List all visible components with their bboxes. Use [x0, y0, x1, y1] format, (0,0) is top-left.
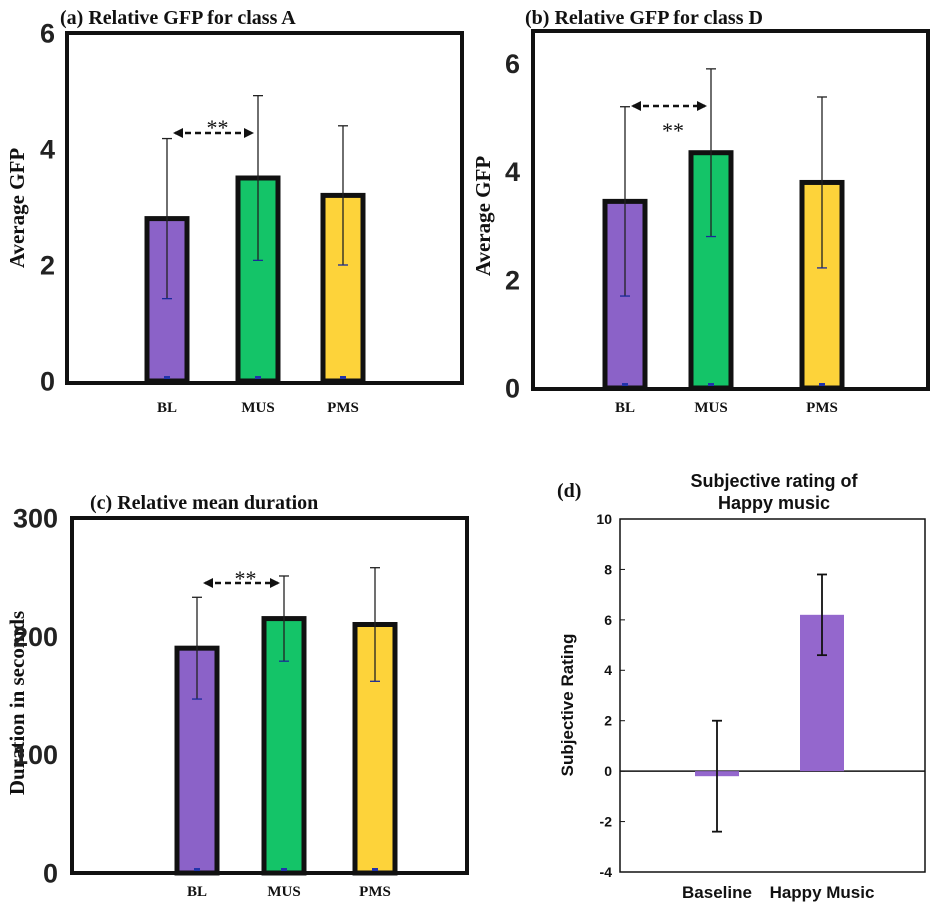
panel-c-title: (c) Relative mean duration — [90, 492, 318, 514]
panel-c-plot: 0 100 200 300 BL MUS PMS ** — [13, 503, 398, 900]
panel-b-ytick-label: 0 — [505, 373, 520, 403]
panel-a-ytick-label: 4 — [40, 134, 55, 164]
panel-a-significance-label: ** — [207, 115, 229, 140]
panel-a-bar-base-mark — [340, 376, 346, 379]
panel-a-plot: 0 2 4 6 BL MUS PMS ** — [40, 18, 366, 416]
panel-b-ylabel: Average GFP — [471, 156, 495, 276]
panel-b-ytick-label: 2 — [505, 265, 520, 295]
panel-d-ylabel: Subjective Rating — [558, 634, 577, 777]
panel-a-xtick-label: MUS — [241, 400, 274, 416]
panel-c-ytick-label: 200 — [13, 622, 58, 652]
panel-a-xtick-label: PMS — [327, 400, 359, 416]
panel-a-xtick-label: BL — [157, 400, 177, 416]
panel-d-ytick-label: 8 — [604, 561, 612, 577]
panel-a-ytick-label: 0 — [40, 366, 55, 396]
panel-d-plot: -4 -2 0 2 4 6 8 10 Baseline Happy Music — [596, 511, 925, 902]
panel-d-axes-frame — [619, 518, 926, 873]
panel-a-ylabel: Average GFP — [5, 148, 29, 268]
panel-c-bar-base-mark — [372, 868, 378, 871]
panel-a-ytick-label: 2 — [40, 250, 55, 280]
panel-c-significance-label: ** — [235, 566, 257, 591]
panel-c-xtick-label: BL — [187, 884, 207, 900]
panel-b: (b) Relative GFP for class D Average GFP… — [471, 7, 930, 416]
panel-c-ytick-label: 100 — [13, 740, 58, 770]
panel-d-xtick-label: Baseline — [682, 883, 752, 902]
panel-d-ytick-label: 10 — [596, 511, 612, 527]
panel-d-ytick-label: 2 — [604, 713, 612, 729]
panel-c-bar-base-mark — [194, 868, 200, 871]
panel-b-significance-label: ** — [662, 118, 684, 143]
panel-c-xtick-label: MUS — [267, 884, 300, 900]
panel-b-plot: 0 2 4 6 BL MUS PMS ** — [505, 49, 845, 416]
panel-d-ytick-label: -2 — [600, 813, 613, 829]
panel-d: (d) Subjective rating of Happy music Sub… — [557, 471, 926, 902]
panel-c-ylabel: Duration in secomds — [5, 611, 29, 795]
panel-b-ytick-label: 6 — [505, 49, 520, 79]
panel-d-title-line-2: Happy music — [718, 493, 830, 513]
panel-b-xtick-label: BL — [615, 400, 635, 416]
panel-d-ytick-label: 4 — [604, 662, 612, 678]
panel-b-xtick-label: PMS — [806, 400, 838, 416]
panel-a-ytick-label: 6 — [40, 18, 55, 48]
panel-b-bar-base-mark — [819, 383, 825, 386]
panel-b-xtick-label: MUS — [694, 400, 727, 416]
panel-a-title: (a) Relative GFP for class A — [60, 7, 296, 29]
panel-b-bar-base-mark — [622, 383, 628, 386]
panel-d-ytick-label: -4 — [600, 864, 613, 880]
panel-d-panel-label: (d) — [557, 480, 581, 502]
panel-c-xtick-label: PMS — [359, 884, 391, 900]
panel-a-bar-base-mark — [164, 376, 170, 379]
panel-d-title-line-1: Subjective rating of — [690, 471, 858, 491]
panel-d-xtick-label: Happy Music — [770, 883, 875, 902]
panel-b-ytick-label: 4 — [505, 157, 520, 187]
panel-b-bar-base-mark — [708, 383, 714, 386]
panel-b-title: (b) Relative GFP for class D — [525, 7, 763, 29]
panel-d-ytick-label: 6 — [604, 612, 612, 628]
panel-c-bar-base-mark — [281, 868, 287, 871]
panel-c-ytick-label: 0 — [43, 858, 58, 888]
panel-a: (a) Relative GFP for class A Average GFP… — [5, 7, 464, 416]
panel-c-ytick-label: 300 — [13, 503, 58, 533]
panel-c: (c) Relative mean duration Duration in s… — [5, 492, 469, 900]
panel-a-bar-base-mark — [255, 376, 261, 379]
panel-d-ytick-label: 0 — [604, 763, 612, 779]
